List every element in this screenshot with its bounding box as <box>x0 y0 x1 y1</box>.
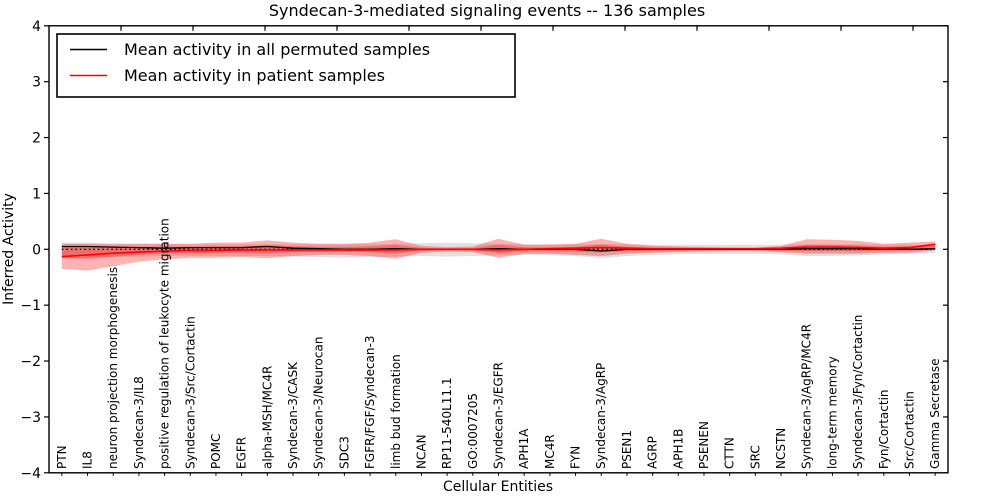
x-tick-label: Syndecan-3/Neurocan <box>312 337 326 469</box>
x-tick-label: EGFR <box>235 437 249 469</box>
x-tick-label: SDC3 <box>337 436 351 469</box>
y-tick-label: 2 <box>32 131 41 147</box>
y-tick-label: 0 <box>32 242 41 258</box>
x-tick-label: PSEN1 <box>620 430 634 469</box>
x-tick-label: APH1B <box>671 429 685 469</box>
x-tick-label: Gamma Secretase <box>928 358 942 469</box>
x-tick-label: Syndecan-3/IL8 <box>132 376 146 469</box>
x-tick-label: FYN <box>569 446 583 469</box>
chart-title: Syndecan-3-mediated signaling events -- … <box>269 1 705 20</box>
x-axis-label: Cellular Entities <box>443 479 553 495</box>
x-tick-label: NCSTN <box>774 428 788 469</box>
x-tick-label: Src/Cortactin <box>903 391 917 469</box>
x-tick-label: APH1A <box>517 428 531 469</box>
patient-mean-line <box>61 243 936 258</box>
y-tick-label: −2 <box>20 354 41 370</box>
x-tick-label: Syndecan-3/CASK <box>286 361 300 469</box>
y-tick-label: 4 <box>32 19 41 35</box>
y-tick-label: −1 <box>20 298 41 314</box>
legend-permuted-label: Mean activity in all permuted samples <box>124 40 430 59</box>
x-tick-label: neuron projection morphogenesis <box>106 267 120 469</box>
x-tick-label: MC4R <box>543 434 557 469</box>
legend-box <box>56 33 516 98</box>
x-tick-label: PTN <box>55 445 69 469</box>
tick-label-layer: 4 3 2 1 0 −1 −2 −3 −4 PTN IL8 neuron projection mor… <box>20 19 942 482</box>
x-tick-label: POMC <box>209 434 223 469</box>
x-tick-label: IL8 <box>81 451 95 469</box>
x-tick-label: Syndecan-3/AgRP/MC4R <box>800 324 814 469</box>
x-tick-label: Syndecan-3/Fyn/Cortactin <box>851 315 865 469</box>
band-layer <box>61 238 936 271</box>
x-tick-label: long-term memory <box>825 356 839 469</box>
y-tick-label: 1 <box>32 186 41 202</box>
x-tick-label: RP11-540L11.1 <box>440 378 454 469</box>
y-tick-label: −4 <box>20 466 41 482</box>
plot-frame <box>48 25 949 474</box>
x-tick-label: limb bud formation <box>389 354 403 469</box>
x-tick-label: alpha-MSH/MC4R <box>260 366 274 469</box>
x-tick-label: Syndecan-3/Src/Cortactin <box>183 316 197 469</box>
x-tick-label: positive regulation of leukocyte migrati… <box>158 218 172 469</box>
patient-band-inner <box>61 244 936 259</box>
x-tick-label: Syndecan-3/AgRP <box>594 363 608 469</box>
y-tick-label: 3 <box>32 75 41 91</box>
x-tick-label: Fyn/Cortactin <box>877 389 891 469</box>
legend-patient-label: Mean activity in patient samples <box>124 66 385 85</box>
x-tick-label: CTTN <box>723 437 737 469</box>
legend: Mean activity in all permuted samples Me… <box>56 33 516 98</box>
x-tick-label: SRC <box>748 445 762 469</box>
y-tick-label: −3 <box>20 410 41 426</box>
x-tick-label: NCAN <box>414 434 428 469</box>
x-tick-label: GO:0007205 <box>466 393 480 469</box>
y-axis-label: Inferred Activity <box>1 193 17 305</box>
x-tick-label: PSENEN <box>697 421 711 469</box>
x-tick-label: Syndecan-3/EGFR <box>492 362 506 469</box>
patient-band <box>61 238 936 271</box>
x-tick-label: AGRP <box>646 436 660 469</box>
x-tick-label: FGFR/FGF/Syndecan-3 <box>363 336 377 469</box>
line-layer <box>61 243 936 258</box>
